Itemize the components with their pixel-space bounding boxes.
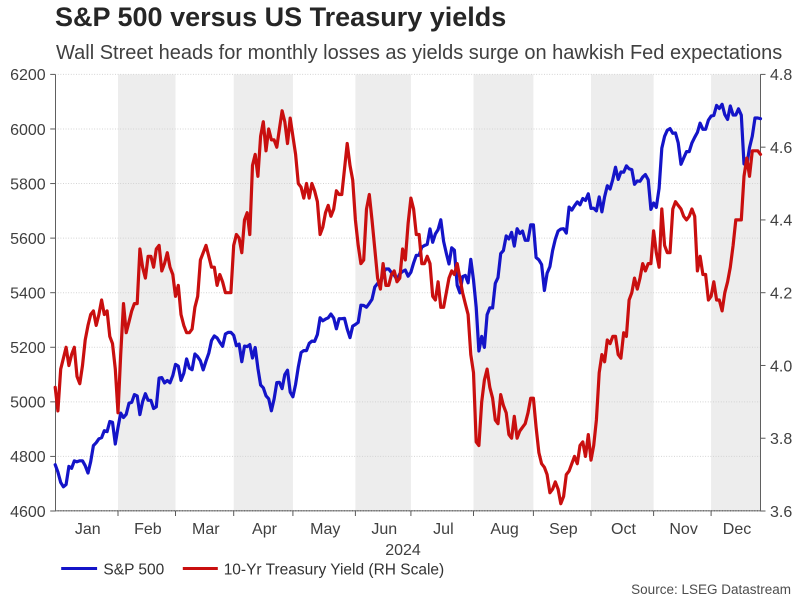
svg-text:Jul: Jul: [433, 521, 453, 538]
svg-text:Nov: Nov: [669, 521, 697, 538]
svg-text:Apr: Apr: [252, 521, 278, 538]
svg-text:5600: 5600: [10, 231, 46, 248]
svg-text:May: May: [310, 521, 340, 538]
svg-text:Jun: Jun: [371, 521, 397, 538]
svg-text:4.8: 4.8: [770, 67, 792, 84]
svg-text:Sep: Sep: [549, 521, 578, 538]
svg-text:10-Yr Treasury Yield (RH Scale: 10-Yr Treasury Yield (RH Scale): [224, 562, 445, 579]
svg-text:6200: 6200: [10, 67, 46, 84]
svg-text:6000: 6000: [10, 122, 46, 139]
svg-text:5800: 5800: [10, 176, 46, 193]
svg-text:Oct: Oct: [611, 521, 636, 538]
svg-text:Source: LSEG Datastream: Source: LSEG Datastream: [631, 582, 791, 597]
svg-text:2024: 2024: [385, 542, 421, 559]
svg-text:4.6: 4.6: [770, 140, 792, 157]
svg-text:S&P 500: S&P 500: [103, 562, 164, 579]
svg-text:3.6: 3.6: [770, 504, 792, 521]
svg-text:4600: 4600: [10, 504, 46, 521]
svg-text:Dec: Dec: [723, 521, 751, 538]
svg-text:Mar: Mar: [192, 521, 220, 538]
svg-text:4800: 4800: [10, 449, 46, 466]
svg-text:Feb: Feb: [134, 521, 162, 538]
svg-text:5200: 5200: [10, 340, 46, 357]
svg-text:4.0: 4.0: [770, 358, 792, 375]
svg-text:Jan: Jan: [75, 521, 101, 538]
svg-text:4.2: 4.2: [770, 286, 792, 303]
svg-text:3.8: 3.8: [770, 431, 792, 448]
svg-text:4.4: 4.4: [770, 213, 792, 230]
svg-text:Aug: Aug: [490, 521, 518, 538]
svg-text:5000: 5000: [10, 395, 46, 412]
svg-text:5400: 5400: [10, 286, 46, 303]
